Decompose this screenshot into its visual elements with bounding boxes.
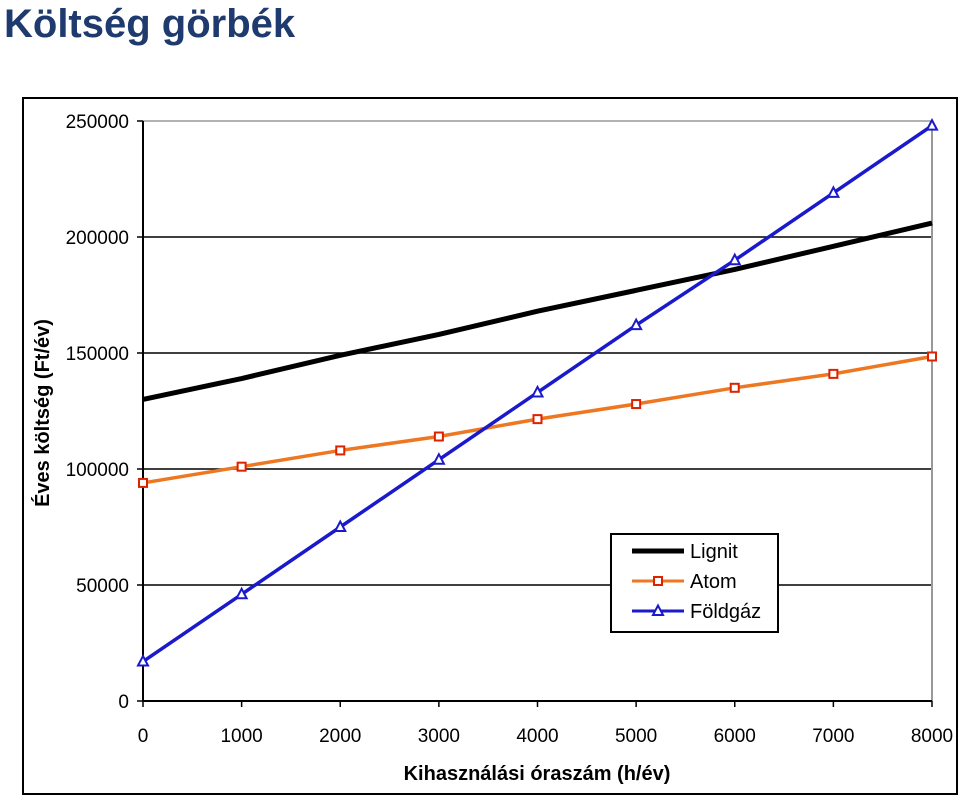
data-point-f-ldg-z [234, 586, 249, 600]
tick-labels: 0 50000 100000 150000 200000 250000 0 1000 2000 3… [66, 112, 954, 747]
data-point-f-ldg-z [728, 252, 742, 266]
x-tick-label: 6000 [714, 726, 756, 747]
x-axis-title: Kihasználási óraszám (h/év) [404, 763, 671, 785]
series-markers [136, 117, 939, 667]
y-axis-title: Éves költség (Ft/év) [31, 319, 54, 507]
data-point-atom [729, 382, 740, 393]
y-tick-label: 250000 [66, 112, 129, 133]
axes [137, 120, 933, 707]
x-tick-label: 5000 [615, 726, 657, 747]
x-tick-label: 7000 [812, 726, 854, 747]
data-point-atom [236, 461, 247, 472]
x-tick-label: 3000 [418, 726, 460, 747]
x-tick-label: 1000 [220, 726, 262, 747]
data-point-f-ldg-z [432, 452, 446, 465]
data-point-atom [927, 351, 937, 362]
chart-frame [22, 97, 958, 795]
data-point-atom [828, 368, 839, 379]
legend: Lignit Atom Földgáz [610, 533, 779, 633]
x-tick-label: 4000 [516, 726, 558, 747]
legend-label-f-ldg-z: Földgáz [690, 601, 761, 623]
series-line-lignit [142, 220, 933, 402]
legend-marker-atom [653, 576, 663, 586]
x-tick-label: 2000 [319, 726, 361, 747]
y-tick-label: 200000 [66, 228, 129, 249]
data-point-f-ldg-z [826, 185, 841, 198]
legend-label-lignit: Lignit [690, 541, 738, 563]
x-tick-label: 0 [138, 726, 149, 747]
data-point-f-ldg-z [629, 317, 643, 331]
gridlines [143, 120, 932, 586]
data-point-atom [433, 431, 444, 442]
data-point-atom [138, 477, 148, 488]
page-title: Költség görbék [4, 2, 296, 46]
legend-label-atom: Atom [690, 571, 737, 593]
x-tick-label: 8000 [911, 726, 953, 747]
data-point-atom [335, 445, 346, 456]
y-tick-label: 0 [118, 692, 129, 713]
legend-marker-f-ldg-z [651, 603, 665, 616]
data-point-f-ldg-z [136, 653, 150, 667]
y-tick-label: 150000 [66, 344, 129, 365]
data-point-f-ldg-z [925, 117, 939, 131]
y-tick-label: 50000 [76, 576, 129, 597]
data-point-atom [631, 399, 642, 410]
data-point-atom [532, 414, 543, 425]
data-point-f-ldg-z [530, 384, 545, 398]
data-point-f-ldg-z [333, 519, 347, 532]
y-tick-label: 100000 [66, 460, 129, 481]
